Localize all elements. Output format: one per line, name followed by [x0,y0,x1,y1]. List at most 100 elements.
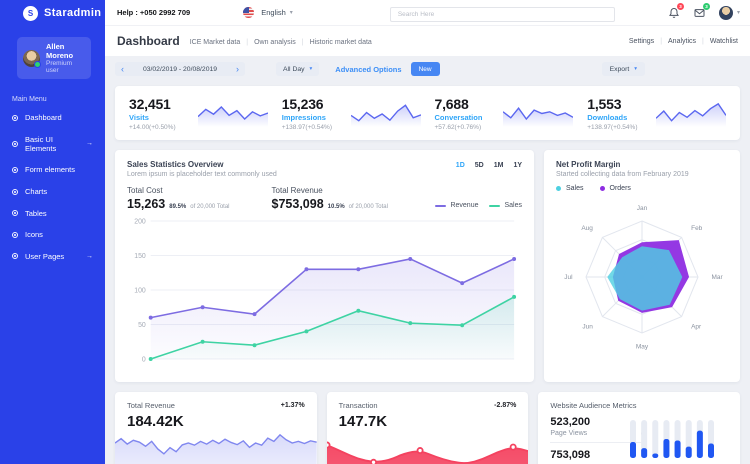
circle-icon [12,115,18,121]
link-settings[interactable]: Settings [629,38,668,45]
profile-menu[interactable]: ▾ [719,6,740,20]
export-dropdown[interactable]: Export ▾ [602,62,645,76]
total-cost-value: 15,263 [127,197,165,211]
card-title: Total Revenue [127,401,175,410]
page-title: Dashboard [117,34,180,48]
impressions-sparkline [351,99,421,127]
sales-statistics-card: Sales Statistics Overview Lorem ipsum is… [115,150,534,382]
svg-text:Jul: Jul [564,274,573,281]
link-historic-market-data[interactable]: Historic market data [310,39,372,46]
sidebar-item-icons[interactable]: Icons [0,224,105,246]
sidebar-item-dashboard[interactable]: Dashboard [0,107,105,129]
svg-text:Mar: Mar [711,274,723,281]
card-title: Net Profit Margin [556,160,728,169]
tab-1m[interactable]: 1M [494,162,504,178]
link-own-analysis[interactable]: Own analysis [254,39,309,46]
card-value: 147.7K [327,410,529,430]
sidebar: S Staradmin Allen Moreno Premium user Ma… [0,0,105,464]
sidebar-item-user-pages[interactable]: User Pages → [0,246,105,268]
radar-legend: Sales Orders [556,185,728,192]
date-range-picker[interactable]: ‹ 03/02/2019 - 20/08/2019 › [115,62,245,76]
advanced-options-link[interactable]: Advanced Options [335,65,401,74]
svg-text:100: 100 [134,287,146,294]
website-audience-metrics-card: Website Audience Metrics 523,200 Page Vi… [538,392,740,464]
stat-impressions: 15,236 Impressions +138.97(+0.54%) [282,94,435,132]
card-subtitle: Started collecting data from February 20… [556,171,728,178]
help-phone: Help : +050 2992 709 [117,8,190,17]
link-analytics[interactable]: Analytics [668,38,710,45]
stat-change: +57.62(+0.76%) [435,124,483,131]
stat-value: 1,553 [587,96,637,112]
us-flag-icon[interactable] [243,7,254,18]
stat-label: Conversation [435,113,483,122]
arrow-right-icon: → [86,253,93,260]
card-value: 184.42K [115,410,317,430]
page-views-value: 523,200 [550,416,636,428]
chart-legend: Revenue Sales [435,202,522,211]
svg-text:Jun: Jun [582,323,593,330]
svg-text:Apr: Apr [691,323,702,330]
tab-1y[interactable]: 1Y [513,162,522,178]
app-logo[interactable]: S Staradmin [0,0,105,26]
stat-change: +138.97(+0.54%) [282,124,332,131]
user-name: Allen Moreno [46,42,85,60]
svg-text:Aug: Aug [581,225,593,232]
revenue-sparkline [115,428,317,464]
chevron-right-icon[interactable]: › [236,64,239,74]
transaction-card: Transaction -2.87% 147.7K [327,392,529,464]
card-title: Website Audience Metrics [550,401,636,410]
sidebar-item-basic-ui-elements[interactable]: Basic UI Elements → [0,129,105,160]
user-avatar [23,50,40,67]
total-cost-note: of 20,000 Total [190,204,229,210]
total-revenue-pct: 10.5% [328,204,345,210]
sidebar-menu: Dashboard Basic UI Elements → Form eleme… [0,107,105,267]
circle-icon [12,141,18,147]
svg-text:Jan: Jan [637,205,648,212]
circle-icon [12,232,18,238]
page-header: Dashboard ICE Market data Own analysis H… [105,26,750,56]
total-cost-block: Total Cost 15,263 89.5% of 20,000 Total [127,186,230,211]
svg-text:May: May [636,344,649,351]
circle-icon [12,167,18,173]
tab-5d[interactable]: 5D [475,162,484,178]
language-selector[interactable]: English ▾ [261,8,293,17]
link-ice-market-data[interactable]: ICE Market data [190,39,254,46]
card-title: Sales Statistics Overview [127,160,277,169]
stat-change: +14.00(+0.50%) [129,124,176,131]
sidebar-user-card[interactable]: Allen Moreno Premium user [17,37,91,79]
sales-legend-dot [556,186,561,191]
sidebar-item-form-elements[interactable]: Form elements [0,159,105,181]
total-revenue-value: $753,098 [272,197,324,211]
tab-1d[interactable]: 1D [456,162,465,178]
stat-change: +138.97(+0.54%) [587,124,637,131]
filter-toolbar: ‹ 03/02/2019 - 20/08/2019 › All Day ▾ Ad… [115,62,740,76]
stat-conversation: 7,688 Conversation +57.62(+0.76%) [435,94,588,132]
chevron-left-icon[interactable]: ‹ [121,64,124,74]
user-role: Premium user [46,60,85,74]
notifications-button[interactable]: 3 [668,7,680,19]
orders-legend-dot [600,186,605,191]
total-revenue-block: Total Revenue $753,098 10.5% of 20,000 T… [272,186,388,211]
search-input[interactable] [390,7,615,22]
breadcrumb: ICE Market data Own analysis Historic ma… [190,39,372,46]
messages-button[interactable]: 3 [693,7,706,19]
svg-text:150: 150 [134,253,146,260]
net-profit-radar-chart: Jan Feb Mar Apr May Jun Jul Aug [556,194,728,352]
visits-sparkline [198,99,268,127]
range-tabs: 1D 5D 1M 1Y [456,160,522,178]
revenue-legend-swatch [435,205,446,207]
circle-icon [12,253,18,259]
sidebar-item-charts[interactable]: Charts [0,181,105,203]
conversation-sparkline [503,99,573,127]
transaction-area-chart [327,432,529,464]
link-watchlist[interactable]: Watchlist [710,38,738,45]
date-range-value: 03/02/2019 - 20/08/2019 [143,66,217,73]
svg-text:50: 50 [138,322,146,329]
svg-text:Feb: Feb [691,225,703,232]
stat-label: Downloads [587,113,637,122]
new-button[interactable]: New [411,62,440,76]
circle-icon [12,189,18,195]
sidebar-item-tables[interactable]: Tables [0,202,105,224]
day-filter-dropdown[interactable]: All Day ▾ [276,62,319,76]
stat-label: Impressions [282,113,332,122]
